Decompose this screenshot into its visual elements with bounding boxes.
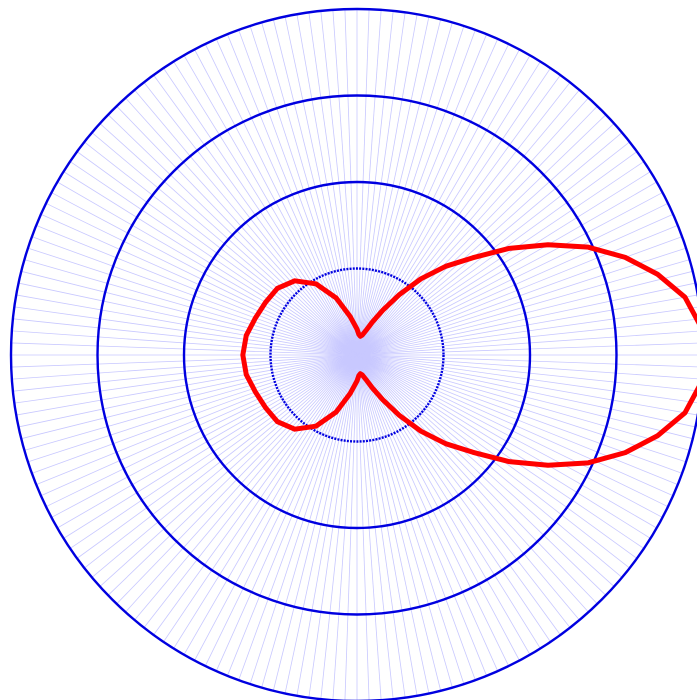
- spoke-line: [356, 342, 697, 356]
- radial-ring-4: [9, 7, 697, 700]
- series-line-0: [240, 242, 697, 468]
- spoke-line: [356, 354, 697, 368]
- radial-ring-2: [182, 180, 532, 530]
- spoke-line: [356, 354, 697, 404]
- radial-ring-1: [269, 267, 445, 443]
- radial-rings: [9, 7, 697, 700]
- angular-spokes: [11, 9, 697, 700]
- radial-ring-3: [96, 94, 618, 616]
- series-layer: [240, 242, 697, 468]
- spoke-line: [356, 306, 697, 356]
